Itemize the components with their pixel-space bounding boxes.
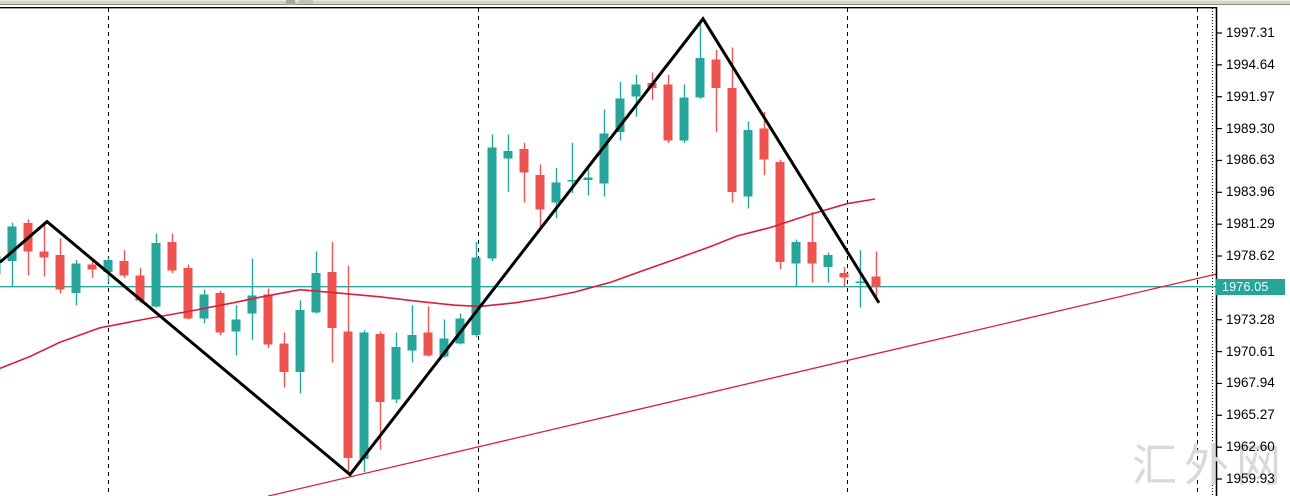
window-edge-strip	[0, 4, 1290, 5]
chart-frame	[0, 6, 1218, 496]
ascending-trendline	[267, 273, 1217, 496]
candles	[0, 19, 881, 475]
scrollbar-fragment[interactable]	[299, 0, 313, 4]
moving-average-line	[0, 198, 876, 370]
current-price-badge: 1976.05	[1216, 278, 1285, 295]
zigzag-overlay	[0, 16, 881, 477]
price-axis-ticks	[1216, 32, 1222, 480]
window-edge-strip	[0, 1, 1290, 4]
scrollbar-fragment[interactable]	[286, 0, 295, 5]
session-separator-gridlines	[108, 8, 1213, 496]
current-price-value: 1976.05	[1222, 279, 1269, 294]
window-edge-strip	[0, 5, 1290, 7]
window-edge-strip	[0, 0, 1290, 1]
